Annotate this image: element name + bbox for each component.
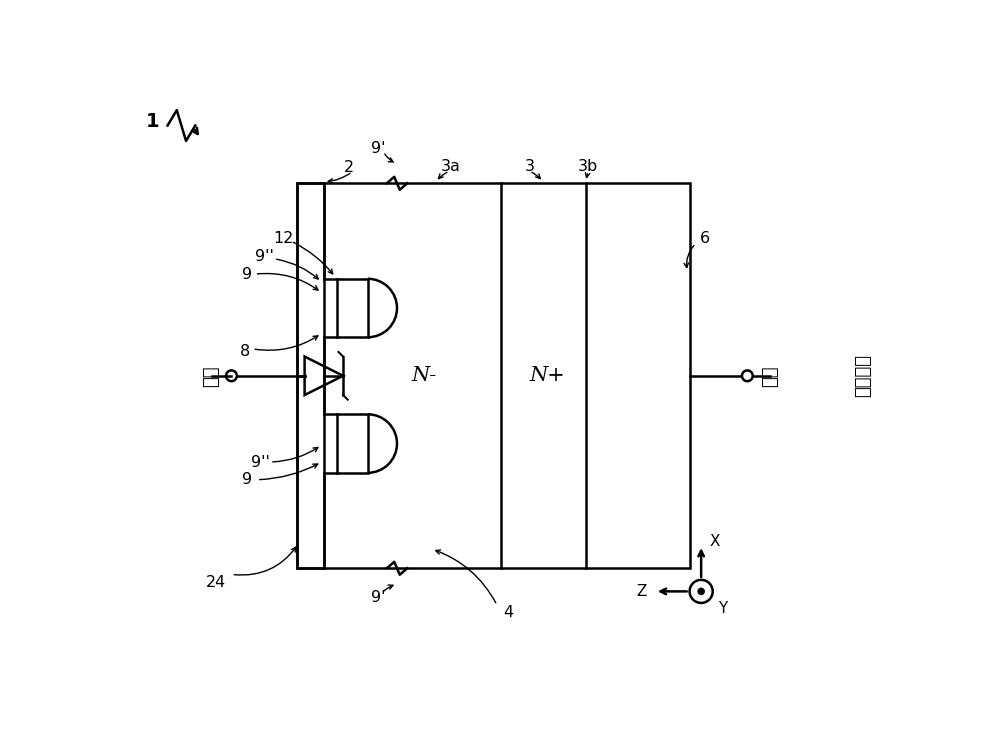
Text: 9'': 9'' bbox=[255, 249, 274, 264]
Text: 4: 4 bbox=[504, 605, 514, 620]
Text: 9'': 9'' bbox=[251, 454, 269, 469]
Bar bbox=[297, 183, 690, 569]
Text: 阴极: 阴极 bbox=[761, 365, 779, 387]
Text: 24: 24 bbox=[206, 575, 226, 590]
Text: N-: N- bbox=[411, 366, 437, 385]
Text: Z: Z bbox=[636, 584, 646, 599]
Text: 2: 2 bbox=[344, 161, 354, 176]
Text: Y: Y bbox=[718, 601, 727, 616]
Text: 9: 9 bbox=[242, 267, 252, 282]
Text: 阳极: 阳极 bbox=[202, 365, 220, 387]
Text: N+: N+ bbox=[529, 366, 565, 385]
Circle shape bbox=[698, 588, 704, 595]
Bar bbox=[297, 183, 324, 569]
Text: 3b: 3b bbox=[578, 159, 598, 173]
Text: 现有技术: 现有技术 bbox=[854, 354, 872, 397]
Text: 9: 9 bbox=[242, 472, 252, 487]
Bar bbox=[337, 415, 368, 473]
Text: 1: 1 bbox=[145, 112, 159, 131]
Text: 3a: 3a bbox=[441, 159, 461, 173]
Text: 3: 3 bbox=[524, 159, 534, 173]
Text: 9': 9' bbox=[370, 141, 385, 156]
Text: 8: 8 bbox=[239, 344, 250, 359]
Bar bbox=[337, 279, 368, 337]
Text: 12: 12 bbox=[273, 231, 293, 246]
Text: 6: 6 bbox=[700, 231, 710, 246]
Text: X: X bbox=[710, 534, 720, 549]
Text: 9': 9' bbox=[370, 590, 385, 605]
